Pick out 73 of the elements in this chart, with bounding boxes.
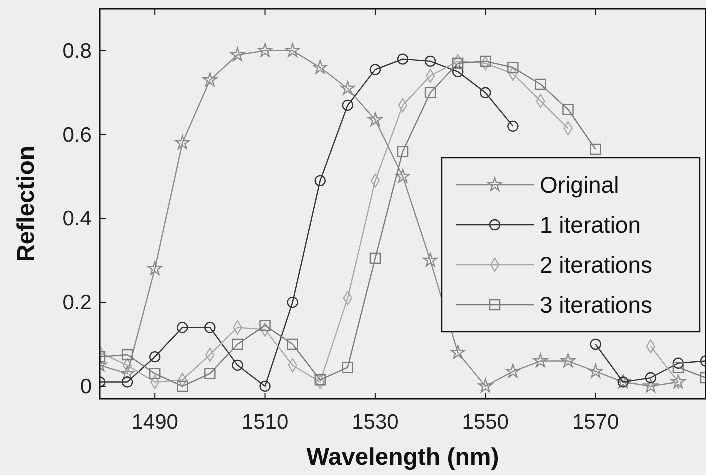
point [230, 48, 245, 62]
point [287, 338, 298, 350]
point [672, 362, 684, 374]
point [202, 72, 218, 87]
point [535, 78, 546, 90]
point [175, 136, 190, 150]
point [396, 169, 410, 184]
point [260, 380, 271, 392]
point [149, 368, 161, 380]
y-tick-label: 0.6 [62, 124, 92, 147]
y-tick-label: 0.4 [62, 208, 92, 231]
y-tick-label: 0.8 [62, 40, 92, 63]
point [424, 87, 436, 98]
point [450, 345, 466, 360]
point [286, 43, 300, 58]
point [424, 56, 436, 68]
point [423, 253, 438, 267]
point [368, 112, 383, 126]
point [590, 144, 602, 156]
point [508, 62, 519, 74]
point [590, 338, 602, 350]
point [397, 146, 409, 158]
point [260, 320, 271, 332]
point [232, 360, 244, 372]
point [204, 368, 216, 380]
y-tick-label: 0.2 [62, 292, 92, 315]
point [452, 66, 464, 78]
point [561, 354, 576, 368]
point [588, 364, 604, 378]
point [478, 378, 493, 393]
x-tick-label: 1530 [352, 411, 399, 434]
point [148, 261, 162, 276]
point [644, 378, 658, 393]
legend-label: 3 iterations [540, 292, 653, 318]
y-tick-label: 0 [80, 375, 92, 398]
point [177, 380, 188, 392]
point [480, 56, 492, 68]
x-axis-title: Wavelength (nm) [306, 444, 500, 471]
point [342, 100, 354, 112]
point [370, 252, 382, 264]
point [672, 358, 684, 369]
point [342, 362, 354, 374]
point [149, 351, 161, 363]
point [562, 104, 574, 116]
x-tick-label: 1490 [132, 411, 178, 434]
legend-label: 2 iterations [540, 252, 653, 278]
x-tick-label: 1570 [572, 411, 620, 434]
point [287, 296, 298, 308]
point [370, 64, 382, 76]
legend-label: 1 iteration [540, 212, 642, 238]
point [671, 374, 686, 388]
point [120, 366, 135, 380]
point [204, 322, 216, 334]
point [506, 364, 520, 378]
point [452, 58, 464, 70]
point [340, 81, 356, 95]
point [232, 338, 244, 350]
point [314, 374, 326, 386]
legend-label: Original [540, 172, 620, 198]
x-tick-label: 1510 [242, 411, 289, 434]
point [177, 322, 188, 334]
point [508, 120, 519, 132]
point [122, 349, 134, 361]
point [122, 376, 134, 388]
point [397, 54, 409, 65]
y-axis-title: Reflection [13, 146, 40, 262]
point [480, 87, 492, 98]
point [314, 175, 326, 187]
point [645, 372, 657, 384]
point [313, 60, 328, 74]
point [258, 43, 273, 58]
x-tick-label: 1550 [462, 411, 509, 434]
point [533, 354, 548, 368]
